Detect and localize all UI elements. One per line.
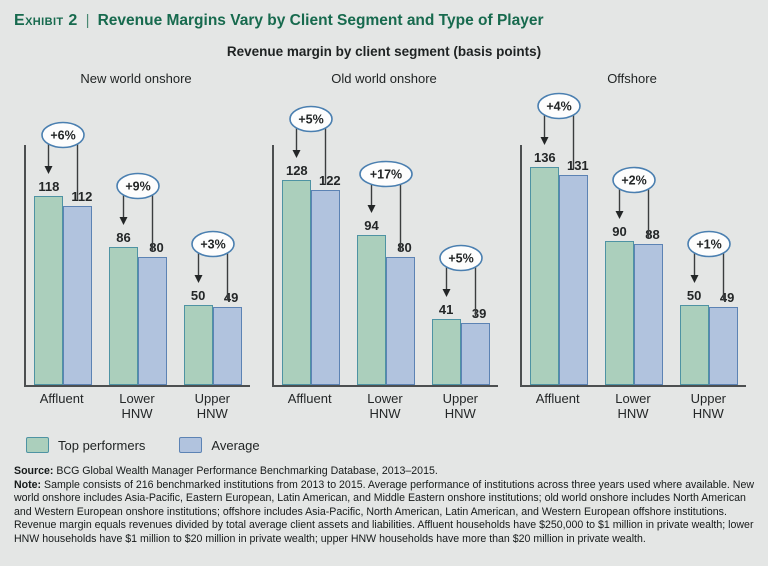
category-label: Affluent [535, 391, 580, 406]
delta-badge-text: +3% [200, 238, 225, 252]
exhibit-separator: | [85, 12, 90, 29]
bar-group-affluent: 136 131 +4% [530, 93, 589, 385]
plot-area: 118 112 +6% 86 80 +9% 50 49 +3% [24, 121, 250, 387]
bar-average [212, 306, 242, 385]
value-label-average: 112 [71, 188, 93, 204]
bar-top-performers [183, 305, 213, 385]
bar-top-performers [356, 234, 386, 385]
footnotes: Source: BCG Global Wealth Manager Perfor… [0, 453, 768, 547]
exhibit-header: Exhibit 2 | Revenue Margins Vary by Clie… [0, 0, 768, 30]
delta-badge-text: +2% [621, 174, 646, 188]
value-label-average: 49 [223, 289, 239, 305]
chart-panel-1: New world onshore 118 112 +6% 86 80 +9% 50 49 +3%… [12, 63, 260, 421]
value-label-top-performers: 50 [686, 288, 702, 303]
category-label: Upper HNW [194, 391, 231, 421]
value-label-top-performers: 128 [285, 163, 308, 179]
bar-average [63, 205, 93, 385]
bar-top-performers [34, 196, 64, 385]
legend: Top performers Average [0, 437, 768, 453]
bar-top-performers [282, 180, 312, 385]
value-label-top-performers: 50 [190, 288, 206, 303]
bar-group-upper-hnw: 41 39 +5% [431, 145, 490, 385]
category-label: Affluent [39, 391, 84, 406]
legend-item-top-performers: Top performers [26, 437, 145, 453]
charts-row: New world onshore 118 112 +6% 86 80 +9% 50 49 +3%… [0, 63, 768, 421]
delta-badge-text: +4% [547, 100, 572, 114]
bar-group-affluent: 118 112 +6% [34, 121, 93, 385]
legend-swatch [179, 437, 203, 453]
panel-title: New world onshore [80, 71, 192, 86]
source-label: Source: [14, 465, 54, 477]
value-label-average: 122 [318, 172, 341, 188]
delta-badge-text: +5% [448, 252, 473, 266]
exhibit-label: Exhibit 2 [14, 12, 78, 29]
category-axis: Affluent Lower HNW Upper HNW [24, 391, 250, 421]
panel-title: Offshore [607, 71, 657, 86]
legend-label: Average [211, 437, 260, 453]
value-label-top-performers: 86 [116, 230, 131, 246]
delta-badge-text: +9% [125, 180, 150, 194]
category-label: Lower HNW [119, 391, 155, 421]
value-label-top-performers: 90 [612, 224, 627, 239]
exhibit-title: Revenue Margins Vary by Client Segment a… [97, 12, 544, 29]
legend-label: Top performers [58, 437, 146, 453]
bar-group-lower-hnw: 94 80 +17% [356, 145, 415, 385]
delta-badge-text: +5% [299, 113, 324, 127]
bar-average [385, 257, 415, 385]
chart-subtitle: Revenue margin by client segment (basis … [226, 44, 542, 59]
value-label-average: 39 [471, 305, 487, 321]
category-axis: Affluent Lower HNW Upper HNW [520, 391, 746, 421]
value-label-top-performers: 94 [364, 217, 379, 233]
bar-group-affluent: 128 122 +5% [282, 105, 341, 385]
bar-group-upper-hnw: 50 49 +3% [183, 145, 242, 385]
panel-title: Old world onshore [331, 71, 437, 86]
bar-top-performers [679, 305, 709, 385]
delta-badge-text: +1% [696, 238, 721, 252]
value-label-average: 88 [645, 227, 660, 243]
value-label-average: 49 [719, 289, 735, 305]
bar-top-performers [604, 241, 634, 385]
delta-badge-text: +6% [51, 129, 76, 143]
value-label-top-performers: 41 [438, 302, 454, 318]
source-text: BCG Global Wealth Manager Performance Be… [53, 465, 438, 477]
chart-panel-2: Old world onshore 128 122 +5% 94 80 +17% 41 39 +5… [260, 63, 508, 421]
chart-panel-3: Offshore 136 131 +4% 90 88 +2% 50 49 +1% Affluent L… [508, 63, 756, 421]
bar-group-upper-hnw: 50 49 +1% [679, 145, 738, 385]
value-label-average: 80 [149, 240, 164, 255]
bar-average [708, 306, 738, 385]
category-axis: Affluent Lower HNW Upper HNW [272, 391, 498, 421]
bar-average [311, 189, 341, 385]
bar-average [559, 175, 589, 385]
bar-average [137, 257, 167, 385]
bar-top-performers [431, 319, 461, 385]
plot-area: 128 122 +5% 94 80 +17% 41 39 +5% [272, 105, 498, 387]
note-label: Note: [14, 478, 42, 491]
bar-top-performers [108, 247, 138, 385]
legend-item-average: Average [179, 437, 260, 453]
plot-area: 136 131 +4% 90 88 +2% 50 49 +1% [520, 93, 746, 387]
value-label-top-performers: 136 [533, 150, 556, 166]
delta-badge-text: +17% [370, 167, 402, 181]
value-label-average: 80 [397, 240, 412, 255]
bar-average [460, 322, 490, 385]
note-text: Sample consists of 216 benchmarked insti… [14, 478, 754, 545]
category-label: Lower HNW [367, 391, 403, 421]
bar-group-lower-hnw: 90 88 +2% [604, 145, 663, 385]
value-label-top-performers: 118 [38, 179, 60, 195]
bar-average [633, 244, 663, 385]
legend-swatch [26, 437, 49, 453]
category-label: Lower HNW [615, 391, 651, 421]
bar-top-performers [530, 167, 560, 385]
category-label: Upper HNW [442, 391, 479, 421]
value-label-average: 131 [566, 158, 589, 174]
category-label: Upper HNW [690, 391, 727, 421]
bar-group-lower-hnw: 86 80 +9% [108, 145, 167, 385]
category-label: Affluent [287, 391, 332, 406]
